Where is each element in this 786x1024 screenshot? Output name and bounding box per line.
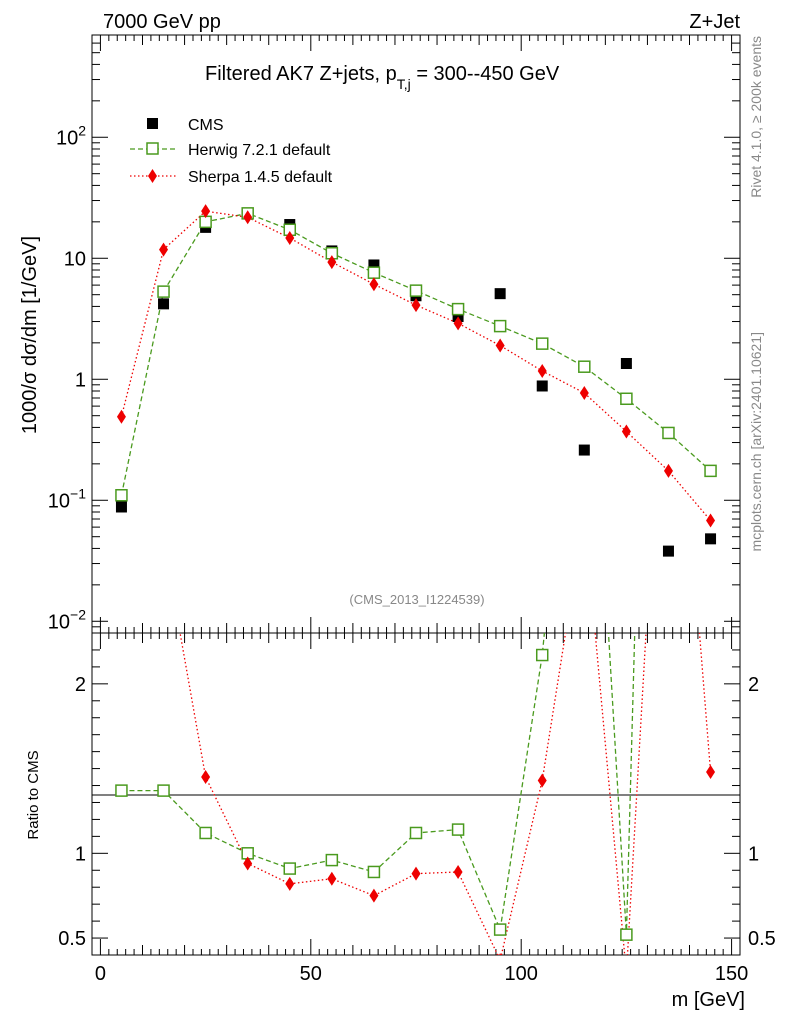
ratio-tick-label-right: 2 xyxy=(748,674,759,696)
herwig-ratio-point xyxy=(535,648,549,662)
sherpa-ratio-point xyxy=(243,856,253,871)
analysis-label: (CMS_2013_I1224539) xyxy=(349,592,484,607)
herwig-point xyxy=(115,489,128,502)
herwig-line xyxy=(120,212,711,496)
cms-point xyxy=(578,444,590,456)
sherpa-ratio-point xyxy=(327,871,337,886)
legend-sherpa-label: Sherpa 1.4.5 default xyxy=(188,169,333,186)
herwig-ratio-point xyxy=(157,784,170,797)
sherpa-ratio-point xyxy=(285,876,295,891)
cms-point xyxy=(368,259,380,271)
ratio-plot-data xyxy=(115,633,716,955)
main-plot-data xyxy=(115,204,717,557)
plot-title-sub: T,j xyxy=(397,76,411,92)
herwig-point xyxy=(367,266,381,279)
cms-point xyxy=(494,288,506,300)
y-tick-label: 10−1 xyxy=(48,485,86,512)
x-tick-label: 100 xyxy=(505,963,538,985)
legend-sherpa-marker xyxy=(148,169,157,183)
cms-point xyxy=(115,501,127,513)
x-axis-label: m [GeV] xyxy=(672,989,745,1011)
y-tick-label: 10−2 xyxy=(48,606,86,633)
sherpa-ratio-point xyxy=(537,773,547,788)
herwig-point xyxy=(451,302,465,316)
sherpa-point xyxy=(453,316,463,331)
sherpa-ratio-line xyxy=(179,633,712,955)
herwig-ratio-point xyxy=(493,923,507,936)
plot-title-rest: = 300--450 GeV xyxy=(411,63,560,85)
ratio-y-axis-label: Ratio to CMS xyxy=(25,750,42,839)
herwig-point xyxy=(578,360,591,373)
herwig-point xyxy=(704,464,717,478)
herwig-ratio-point xyxy=(620,928,633,941)
herwig-ratio-point xyxy=(199,826,212,840)
sherpa-ratio-point xyxy=(201,770,211,785)
herwig-ratio-point xyxy=(325,853,339,867)
axis-tick-labels: 0 50 100 150 10−2 10−1 1 10 102 0.5 0.5 1 1 2 2 xyxy=(48,122,776,985)
cms-point xyxy=(662,545,674,557)
cms-point xyxy=(158,298,170,310)
sherpa-point xyxy=(201,204,211,219)
sherpa-point xyxy=(706,513,716,528)
y-tick-label: 102 xyxy=(56,122,86,149)
plot-title-main: Filtered AK7 Z+jets, p xyxy=(205,63,397,85)
ratio-frame xyxy=(91,632,741,956)
ratio-tick-label-right: 1 xyxy=(748,843,759,865)
sherpa-ratio-point xyxy=(369,888,379,903)
y-tick-label: 1 xyxy=(75,369,86,391)
herwig-point xyxy=(157,285,170,298)
ratio-tick-label-right: 0.5 xyxy=(748,928,776,950)
sherpa-point xyxy=(369,277,379,292)
sherpa-ratio-point xyxy=(706,764,716,779)
legend-cms-marker xyxy=(147,118,158,129)
herwig-ratio-point xyxy=(367,865,381,879)
ratio-tick-label-left: 2 xyxy=(75,674,86,696)
y-tick-label: 10 xyxy=(64,248,86,270)
herwig-point xyxy=(535,337,549,350)
cms-point xyxy=(536,380,548,392)
sherpa-point xyxy=(159,242,169,257)
legend-herwig-marker xyxy=(146,142,159,155)
sherpa-point xyxy=(621,424,631,439)
legend-herwig-label: Herwig 7.2.1 default xyxy=(188,142,331,159)
sherpa-point xyxy=(411,298,421,313)
sherpa-ratio-point xyxy=(411,866,421,881)
y-axis-label: 1000/σ dσ/dm [1/GeV] xyxy=(19,236,41,434)
herwig-ratio-line xyxy=(121,633,636,935)
header-right: Z+Jet xyxy=(689,11,740,33)
herwig-point xyxy=(409,284,423,297)
sherpa-point xyxy=(243,210,253,225)
sherpa-point xyxy=(495,338,505,353)
axis-ticks xyxy=(92,34,740,956)
sherpa-point xyxy=(579,386,589,401)
x-tick-label: 0 xyxy=(95,963,106,985)
sherpa-point xyxy=(285,231,295,246)
herwig-point xyxy=(662,426,675,440)
legend: CMS Herwig 7.2.1 default Sherpa 1.4.5 de… xyxy=(130,117,333,186)
side-label-rivet: Rivet 4.1.0, ≥ 200k events xyxy=(748,36,764,198)
cms-point xyxy=(705,533,717,545)
sherpa-point xyxy=(116,409,126,424)
herwig-ratio-point xyxy=(115,784,128,797)
x-tick-label: 50 xyxy=(300,963,322,985)
herwig-point xyxy=(620,392,633,406)
herwig-ratio-point xyxy=(451,823,465,836)
ratio-tick-label-left: 1 xyxy=(75,843,86,865)
plot-title: Filtered AK7 Z+jets, pT,j = 300--450 GeV xyxy=(205,63,560,92)
header-left: 7000 GeV pp xyxy=(103,11,221,33)
side-label-mcplots: mcplots.cern.ch [arXiv:2401.10621] xyxy=(748,332,764,551)
x-tick-label: 150 xyxy=(715,963,748,985)
sherpa-point xyxy=(537,364,547,379)
sherpa-ratio-point xyxy=(498,953,502,955)
herwig-ratio-point xyxy=(409,826,423,840)
legend-cms-label: CMS xyxy=(188,117,224,134)
sherpa-ratio-point xyxy=(453,864,463,879)
herwig-ratio-point xyxy=(283,862,297,875)
sherpa-point xyxy=(327,255,337,270)
cms-point xyxy=(620,357,632,369)
sherpa-point xyxy=(663,463,673,478)
herwig-point xyxy=(493,319,507,333)
ratio-tick-label-left: 0.5 xyxy=(58,928,86,950)
